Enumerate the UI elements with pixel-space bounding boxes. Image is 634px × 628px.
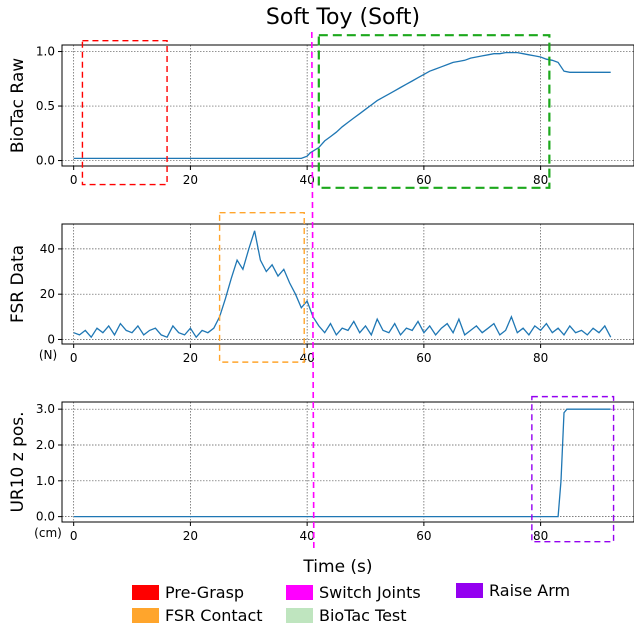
- y-tick-label: 1.0: [36, 474, 55, 488]
- x-tick-label: 80: [533, 173, 548, 187]
- subplot-biotac: 0 20 40 60 80 0.0 0.5 1.0 BioTac Raw: [8, 34, 634, 189]
- x-tick-label: 60: [416, 529, 431, 543]
- x-tick-label: 80: [533, 529, 548, 543]
- x-tick-label: 40: [300, 173, 315, 187]
- series-line: [73, 230, 612, 339]
- chart-title: Soft Toy (Soft): [266, 5, 420, 30]
- overlay-regions: [311, 31, 315, 549]
- region-fsr-contact: [218, 211, 305, 363]
- y-tick-label: 0.0: [36, 154, 55, 168]
- y-tick-label: 1.0: [36, 45, 55, 59]
- legend-label: Raise Arm: [489, 581, 570, 600]
- legend-swatch: [132, 585, 159, 600]
- legend-swatch: [132, 608, 159, 623]
- y-tick-label: 2.0: [36, 438, 55, 452]
- y-axis-label: BioTac Raw: [8, 58, 28, 153]
- y-axis-label: UR10 z pos.: [8, 411, 28, 512]
- series-line: [73, 408, 611, 518]
- x-tick-label: 0: [70, 351, 78, 365]
- x-tick-label: 60: [416, 173, 431, 187]
- legend-label: Pre-Grasp: [165, 583, 244, 602]
- x-tick-label: 40: [300, 529, 315, 543]
- axes-frame: [61, 44, 634, 167]
- y-unit-label: (N): [39, 348, 57, 362]
- axes-frame: [61, 401, 634, 523]
- series-line: [73, 51, 611, 160]
- y-unit-label: (cm): [34, 526, 62, 540]
- legend-label: Switch Joints: [319, 583, 421, 602]
- x-tick-label: 20: [183, 351, 198, 365]
- legend-label: BioTac Test: [319, 606, 407, 625]
- legend-swatch: [286, 585, 313, 600]
- x-tick-label: 20: [183, 173, 198, 187]
- y-tick-label: 0.5: [36, 99, 55, 113]
- switch-joints-line: [311, 31, 315, 549]
- region-pre-grasp: [81, 39, 168, 186]
- subplot-ur10: 0 20 40 60 80 0.0 1.0 2.0 3.0 UR10 z pos. (cm): [8, 395, 634, 543]
- x-tick-label: 80: [533, 351, 548, 365]
- y-tick-label: 0.0: [36, 510, 55, 524]
- x-tick-label: 0: [70, 173, 78, 187]
- x-tick-label: 0: [70, 529, 78, 543]
- axes-frame: [61, 223, 634, 345]
- x-tick-label: 60: [416, 351, 431, 365]
- y-tick-label: 0: [47, 332, 55, 346]
- x-tick-label: 20: [183, 529, 198, 543]
- y-tick-label: 20: [40, 287, 55, 301]
- y-tick-label: 3.0: [36, 402, 55, 416]
- y-axis-label: FSR Data: [8, 245, 28, 323]
- y-tick-label: 40: [40, 242, 55, 256]
- legend-swatch: [286, 608, 313, 623]
- legend-swatch: [456, 583, 483, 598]
- region-biotac-test: [317, 34, 551, 189]
- region-raise-arm: [531, 395, 615, 543]
- legend: Pre-Grasp FSR Contact Switch Joints BioTac …: [132, 581, 570, 625]
- x-axis-label: Time (s): [302, 557, 372, 577]
- legend-label: FSR Contact: [165, 606, 263, 625]
